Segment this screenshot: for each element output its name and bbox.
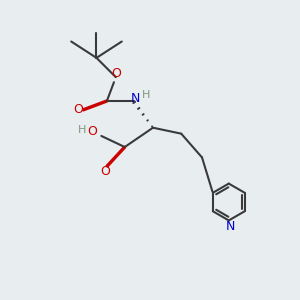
Text: H: H (78, 125, 86, 135)
Text: O: O (111, 67, 121, 80)
Text: H: H (142, 90, 150, 100)
Text: N: N (226, 220, 235, 233)
Text: N: N (131, 92, 140, 105)
Text: O: O (100, 165, 110, 178)
Text: O: O (88, 125, 98, 138)
Text: O: O (73, 103, 83, 116)
